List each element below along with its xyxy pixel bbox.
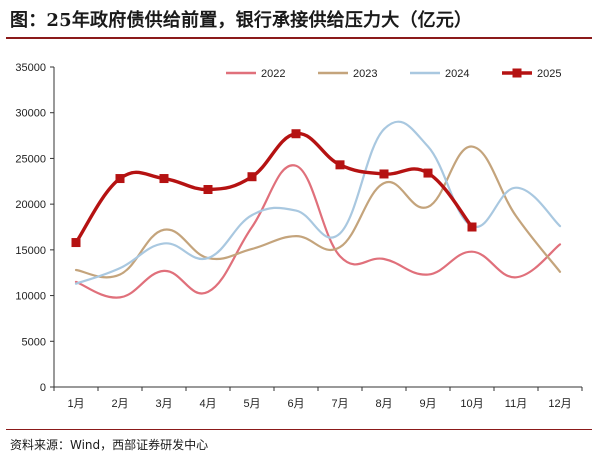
- y-tick-label: 25000: [15, 153, 46, 165]
- legend-marker-2025: [512, 68, 522, 78]
- line-chart: 0 5000 10000 15000 20000 25000 30000 35000 1月 2月 3…: [15, 62, 583, 410]
- y-tick-label: 0: [40, 382, 46, 394]
- series-line-2022: [74, 164, 562, 299]
- x-tick-label: 3月: [155, 398, 172, 410]
- data-point-2025: [467, 222, 477, 232]
- x-tick-label: 8月: [375, 398, 392, 410]
- y-tick-label: 15000: [15, 245, 46, 257]
- x-tick-label: 4月: [199, 398, 216, 410]
- chart-title: 图：25年政府债供给前置，银行承接供给压力大（亿元）: [10, 10, 473, 31]
- data-point-2025: [423, 168, 433, 178]
- x-tick-label: 9月: [419, 398, 436, 410]
- data-point-2025: [115, 174, 125, 184]
- title-divider: [6, 37, 592, 39]
- legend-label-2022: 2022: [261, 68, 285, 80]
- footer-divider: [6, 429, 592, 430]
- legend-label-2024: 2024: [445, 68, 469, 80]
- y-tick-label: 20000: [15, 199, 46, 211]
- legend-label-2023: 2023: [353, 68, 377, 80]
- y-tick-label: 35000: [15, 62, 46, 74]
- x-tick-label: 11月: [505, 398, 527, 410]
- series-line-2023: [74, 145, 562, 279]
- series-line-2025: [74, 132, 474, 245]
- y-tick-label: 30000: [15, 108, 46, 120]
- legend-label-2025: 2025: [537, 68, 561, 80]
- source-note: 资料来源：Wind，西部证券研发中心: [10, 438, 209, 452]
- data-point-2025: [159, 174, 169, 184]
- data-point-2025: [203, 185, 213, 195]
- series-layer: [71, 120, 562, 299]
- y-tick-label: 5000: [22, 336, 46, 348]
- x-tick-label: 2月: [111, 398, 128, 410]
- series-line-2024: [74, 120, 562, 285]
- y-tick-label: 10000: [15, 291, 46, 303]
- x-tick-label: 1月: [67, 398, 84, 410]
- x-tick-label: 5月: [243, 398, 260, 410]
- x-tick-label: 10月: [460, 398, 483, 410]
- axes: 0 5000 10000 15000 20000 25000 30000 35000 1月 2月 3…: [15, 62, 583, 410]
- x-tick-label: 12月: [548, 398, 571, 410]
- x-tick-label: 7月: [331, 398, 348, 410]
- data-point-2025: [335, 160, 345, 170]
- data-point-2025: [247, 172, 257, 182]
- data-point-2025: [291, 129, 301, 139]
- legend: 2022 2023 2024 2025: [226, 68, 561, 80]
- x-tick-label: 6月: [287, 398, 304, 410]
- data-point-2025: [71, 238, 81, 248]
- data-point-2025: [379, 169, 389, 179]
